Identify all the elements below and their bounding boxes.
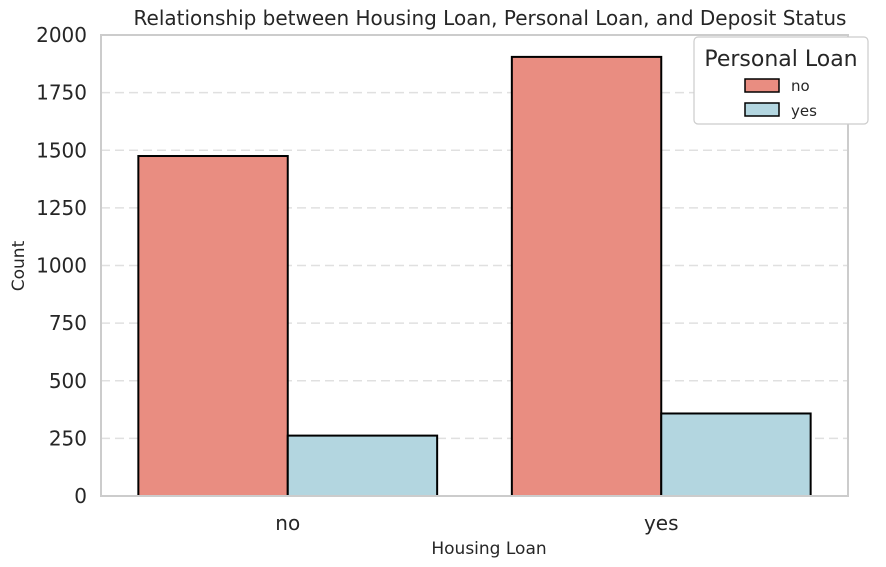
y-tick-label: 1000 <box>36 254 87 278</box>
legend-swatch-yes <box>744 102 780 117</box>
y-axis-label: Count <box>9 240 29 291</box>
y-tick-label: 0 <box>74 484 87 508</box>
bar-housing-yes-personal-yes[interactable] <box>660 412 812 497</box>
y-axis-ticks: 0 250 500 750 1000 1250 1500 1750 2000 <box>36 23 87 508</box>
x-axis-label: Housing Loan <box>431 539 546 559</box>
legend-title: Personal Loan <box>704 47 857 72</box>
x-tick-label: yes <box>644 511 679 535</box>
bar-housing-no-personal-yes[interactable] <box>286 434 439 498</box>
legend-label-yes: yes <box>791 102 817 120</box>
bar-housing-yes-personal-no[interactable] <box>510 55 663 498</box>
y-tick-label: 500 <box>49 369 87 393</box>
chart-title: Relationship between Housing Loan, Perso… <box>134 6 847 30</box>
x-tick-label: no <box>275 511 300 535</box>
x-axis-ticks: no yes <box>275 511 678 535</box>
legend-label-no: no <box>791 77 810 95</box>
legend-box <box>693 36 869 125</box>
legend-swatch-no <box>744 78 780 93</box>
legend[interactable]: Personal Loan no yes <box>693 36 869 125</box>
y-tick-label: 250 <box>49 426 87 450</box>
bars-layer <box>137 55 812 498</box>
y-tick-label: 1750 <box>36 81 87 105</box>
plot-frame <box>100 34 849 497</box>
y-tick-label: 1500 <box>36 138 87 162</box>
y-tick-label: 2000 <box>36 23 87 47</box>
y-tick-label: 750 <box>49 311 87 335</box>
y-tick-label: 1250 <box>36 196 87 220</box>
bar-housing-no-personal-no[interactable] <box>137 155 289 497</box>
